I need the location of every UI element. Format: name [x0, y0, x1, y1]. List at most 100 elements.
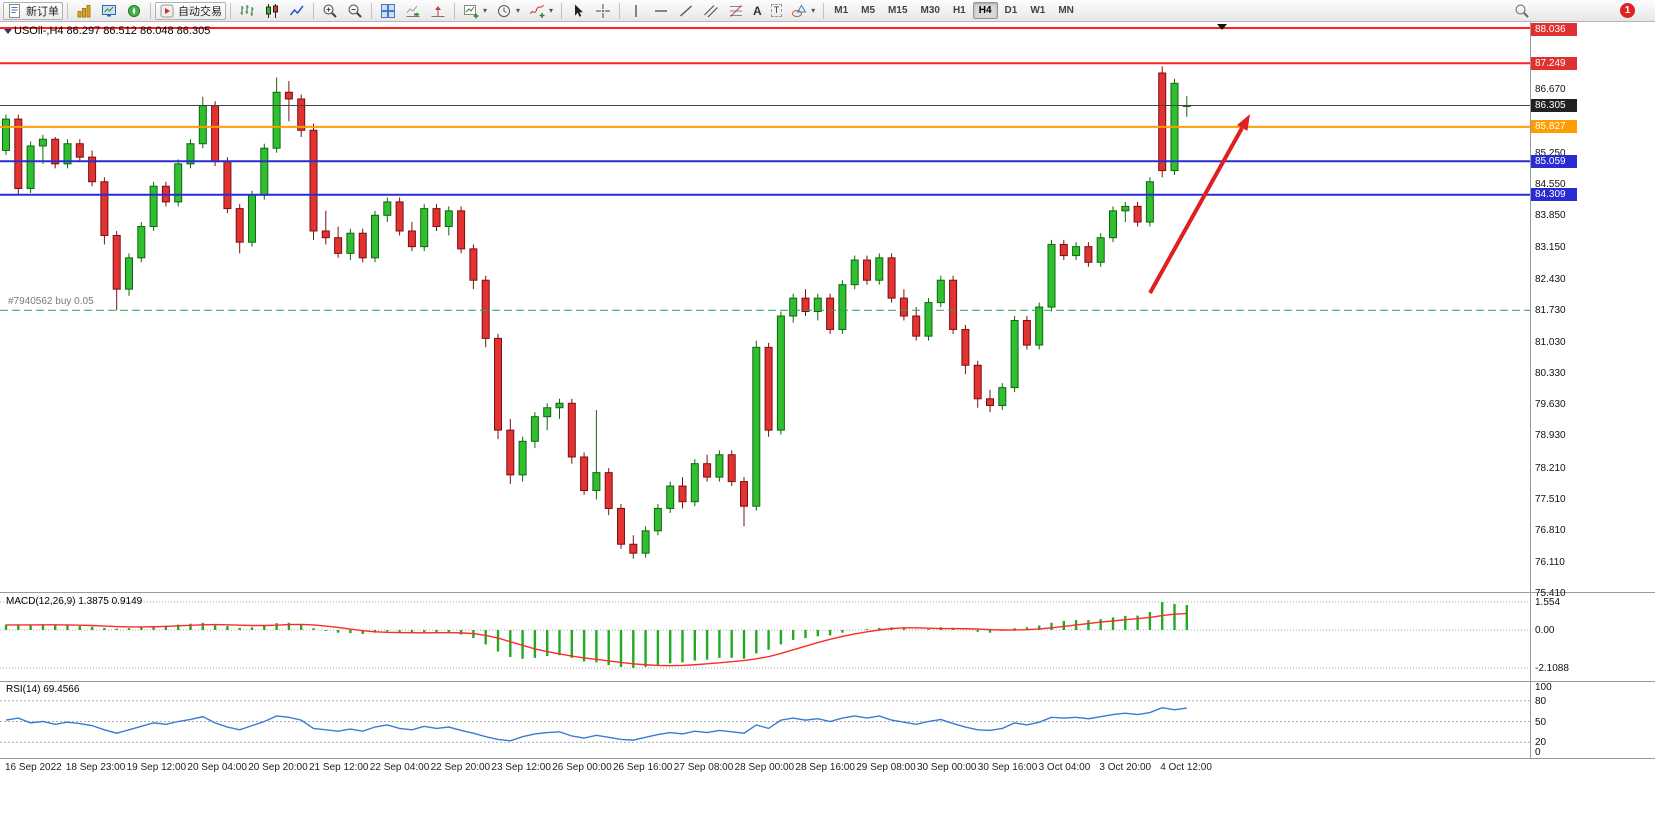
candle-up [1096, 237, 1105, 263]
cursor-button[interactable] [566, 2, 590, 20]
candle-up [838, 284, 847, 330]
indicators-icon [530, 4, 545, 18]
candle-down [235, 208, 244, 243]
toolbar-separator [823, 2, 825, 19]
fibonacci-button[interactable] [724, 2, 748, 20]
candle-down [51, 138, 60, 165]
candle-up [924, 302, 933, 337]
candlestick-chart-icon [266, 3, 278, 18]
chart-line-button[interactable] [285, 2, 309, 20]
autotrade-label: 自动交易 [178, 5, 222, 18]
text-button[interactable]: A [749, 2, 766, 20]
timeframe-button-W1[interactable]: W1 [1030, 5, 1046, 16]
toolbar-separator [313, 2, 314, 19]
toolbar-separator [561, 2, 563, 19]
toolbar-separator [454, 2, 455, 19]
charts-profile-button[interactable] [72, 2, 96, 20]
candle-up [63, 143, 72, 165]
candle-down [617, 507, 625, 545]
candle-up [2, 118, 10, 151]
tile-windows-button[interactable] [376, 2, 400, 20]
new-chart-button[interactable]: ▾ [459, 2, 491, 20]
timeframe-button-H1[interactable]: H1 [952, 5, 966, 16]
horizontal-line-button[interactable] [649, 2, 673, 20]
candle-down [1133, 205, 1142, 223]
trendline-button[interactable] [674, 2, 698, 20]
timeframe-button-M1[interactable]: M1 [834, 5, 849, 16]
toolbar-separator [230, 2, 231, 19]
annotation-arrow[interactable] [1148, 127, 1244, 294]
rsi-line [5, 706, 1187, 742]
timeframe-button-M5[interactable]: M5 [861, 5, 876, 16]
text-tool-icon: A [753, 3, 762, 18]
channel-icon [704, 4, 718, 17]
label-button[interactable]: T [767, 2, 787, 20]
chart-shift-button[interactable] [426, 2, 450, 20]
candle-down [407, 230, 416, 248]
candle-down [678, 485, 687, 503]
candle-down [223, 161, 232, 210]
vertical-line-button[interactable] [624, 2, 648, 20]
candle-up [186, 143, 195, 165]
shapes-button[interactable]: ▾ [787, 2, 819, 20]
shapes-icon [792, 4, 807, 17]
candle-down [75, 143, 84, 158]
candle-up [666, 485, 675, 509]
candle-up [518, 440, 527, 476]
candle-down [469, 248, 478, 281]
candle-up [1010, 319, 1019, 389]
candle-down [284, 91, 293, 100]
period-button[interactable]: ▾ [492, 2, 524, 20]
candle-up [260, 147, 269, 196]
crosshair-button[interactable] [591, 2, 615, 20]
candle-up [198, 105, 207, 145]
new-chart-icon [464, 4, 479, 18]
crosshair-icon [596, 3, 611, 18]
candle-up [125, 257, 133, 290]
candle-down [334, 237, 343, 254]
candle-up [149, 185, 158, 228]
dropdown-arrow-icon: ▾ [483, 6, 488, 15]
candle-down [1059, 243, 1068, 257]
candle-down [481, 279, 490, 339]
timeframe-button-D1[interactable]: D1 [1004, 5, 1018, 16]
toolbar: 新订单 自动交易 ▾ ▾ [0, 0, 1655, 22]
candle-down [88, 156, 97, 183]
chart-candles-button[interactable] [260, 2, 284, 20]
candle-down [949, 279, 958, 330]
navigator-button[interactable] [122, 2, 146, 20]
toolbar-separator [619, 2, 621, 19]
candle-down [764, 346, 773, 431]
zoom-out-button[interactable] [343, 2, 367, 20]
autotrade-button[interactable]: 自动交易 [155, 1, 226, 20]
timeframe-button-M15[interactable]: M15 [888, 5, 908, 16]
indicators-button[interactable]: ▾ [525, 2, 557, 20]
dropdown-arrow-icon: ▾ [516, 6, 521, 15]
notification-badge[interactable]: 1 [1620, 3, 1635, 18]
timeframe-button-M30[interactable]: M30 [920, 5, 940, 16]
chart-bars-button[interactable] [235, 2, 259, 20]
timeframe-button-H4[interactable]: H4 [972, 2, 998, 19]
candle-up [530, 416, 539, 442]
candle-up [555, 402, 564, 409]
macd-signal-line [6, 612, 1187, 667]
candle-down [961, 328, 970, 366]
candle-down [912, 315, 921, 337]
channel-button[interactable] [699, 2, 723, 20]
annotation-arrow-head[interactable] [1237, 114, 1250, 131]
candle-up [420, 208, 429, 248]
timeframe-button-MN[interactable]: MN [1058, 5, 1074, 16]
candle-up [174, 163, 183, 203]
bar-chart-icon [240, 4, 254, 16]
candle-up [1145, 181, 1154, 223]
candle-down [309, 129, 318, 232]
zoom-in-button[interactable] [318, 2, 342, 20]
market-watch-button[interactable] [97, 2, 121, 20]
new-order-button[interactable]: 新订单 [3, 1, 63, 20]
search-button[interactable] [1510, 2, 1534, 20]
candle-up [998, 387, 1007, 407]
auto-scroll-button[interactable] [401, 2, 425, 20]
candle-down [863, 259, 871, 281]
bar-stats-icon [77, 4, 91, 17]
